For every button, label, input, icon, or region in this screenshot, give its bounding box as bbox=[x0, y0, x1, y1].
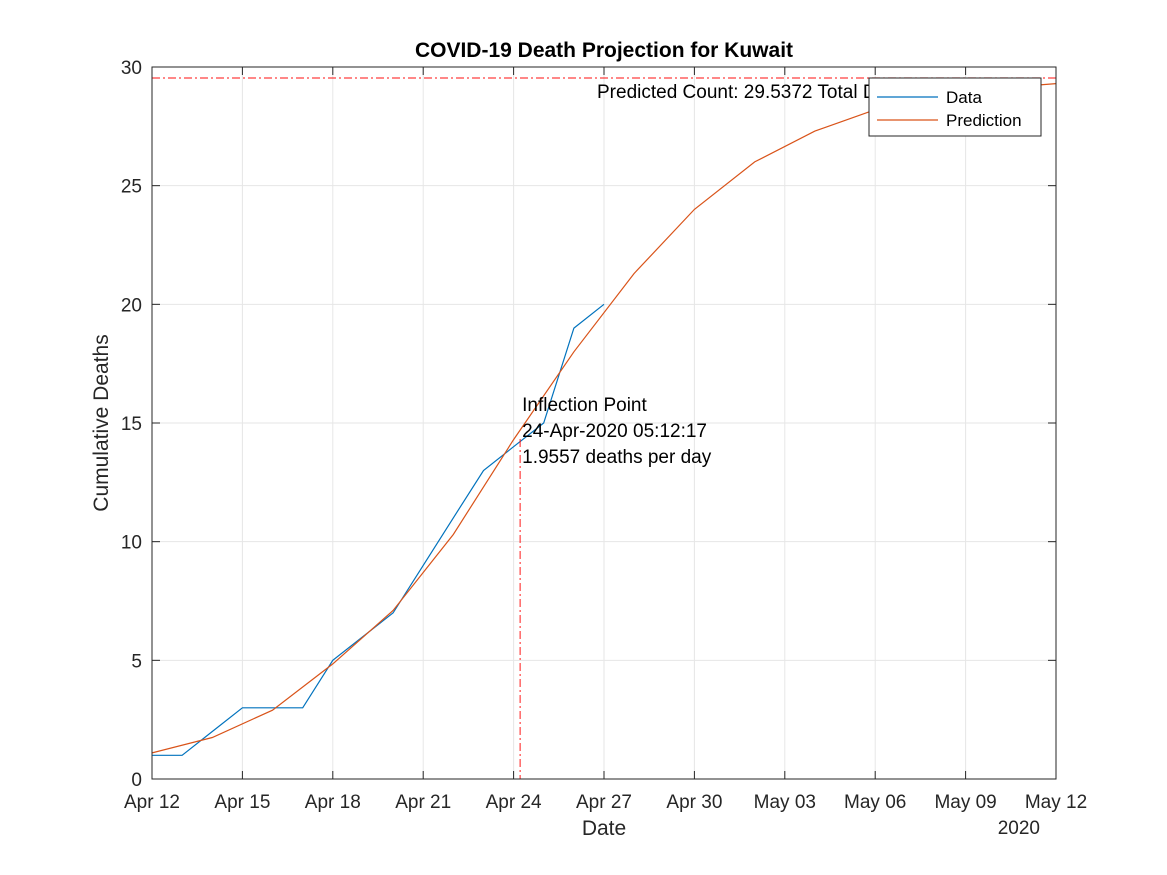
y-tick-label: 0 bbox=[131, 770, 142, 791]
y-axis-label: Cumulative Deaths bbox=[90, 334, 113, 511]
y-tick-label: 25 bbox=[121, 177, 142, 198]
x-axis-year-label: 2020 bbox=[998, 818, 1040, 839]
axis-ticks: Apr 12 Apr 15 Apr 18 Apr 21 Apr 24 Apr 27 Apr … bbox=[121, 58, 1087, 813]
x-tick-label: May 03 bbox=[754, 792, 816, 813]
inflection-annotation-line: 1.9557 deaths per day bbox=[522, 447, 712, 468]
inflection-annotation-line: Inflection Point bbox=[522, 395, 647, 416]
y-tick-label: 10 bbox=[121, 533, 142, 554]
legend-label: Prediction bbox=[946, 111, 1022, 130]
y-tick-label: 30 bbox=[121, 58, 142, 79]
x-tick-label: Apr 27 bbox=[576, 792, 632, 813]
inflection-annotation-line: 24-Apr-2020 05:12:17 bbox=[522, 421, 707, 442]
y-tick-label: 20 bbox=[121, 295, 142, 316]
x-tick-label: May 09 bbox=[934, 792, 996, 813]
x-tick-label: Apr 24 bbox=[486, 792, 542, 813]
x-tick-label: Apr 30 bbox=[666, 792, 722, 813]
x-axis-label: Date bbox=[582, 817, 626, 840]
legend-box bbox=[868, 77, 1042, 137]
inflection-annotation: Inflection Point 24-Apr-2020 05:12:17 1.95… bbox=[522, 395, 712, 468]
y-tick-label: 5 bbox=[131, 651, 142, 672]
legend-label: Data bbox=[946, 88, 982, 107]
x-tick-label: May 12 bbox=[1025, 792, 1087, 813]
legend: Data Prediction bbox=[868, 77, 1042, 137]
x-tick-label: Apr 21 bbox=[395, 792, 451, 813]
x-tick-label: Apr 18 bbox=[305, 792, 361, 813]
x-tick-label: Apr 12 bbox=[124, 792, 180, 813]
predicted-count-annotation: Predicted Count: 29.5372 Total Deaths bbox=[597, 82, 923, 103]
x-tick-label: Apr 15 bbox=[214, 792, 270, 813]
data-series-line bbox=[152, 303, 605, 756]
chart-title: COVID-19 Death Projection for Kuwait bbox=[415, 39, 793, 62]
x-tick-label: May 06 bbox=[844, 792, 906, 813]
y-tick-label: 15 bbox=[121, 414, 142, 435]
